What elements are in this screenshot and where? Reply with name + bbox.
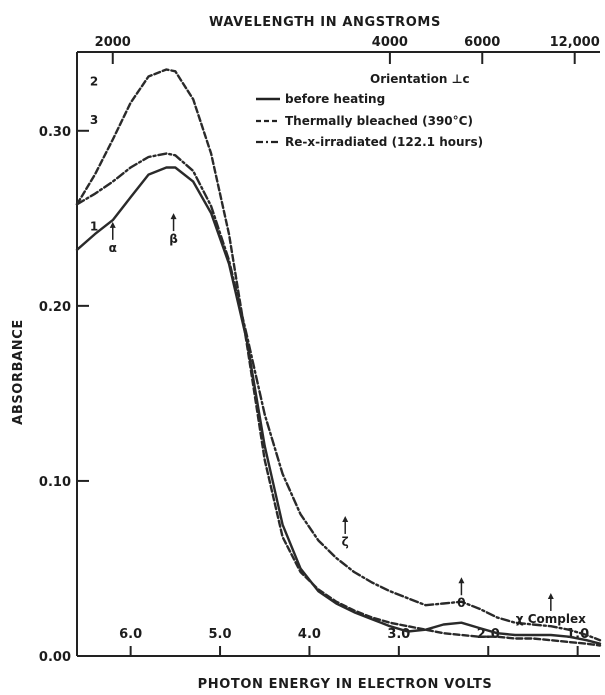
annotation-label-2: ζ <box>342 535 349 549</box>
annotation-arrowhead-0 <box>109 221 116 228</box>
curve-label-1: 1 <box>90 220 98 234</box>
series-line-1 <box>75 166 602 645</box>
annotation-label-1: β <box>169 232 178 246</box>
annotation-label-4: χ Complex <box>516 612 586 626</box>
curve-label-3: 3 <box>90 113 98 127</box>
x-tick-label-0: 6.0 <box>119 627 142 642</box>
top-tick-label-1: 4000 <box>372 35 408 50</box>
y-tick-label-1: 0.10 <box>39 475 71 490</box>
annotation-label-3: θ <box>457 596 465 610</box>
annotation-arrowhead-4 <box>547 592 554 599</box>
top-axis-title: WAVELENGTH IN ANGSTROMS <box>209 15 441 30</box>
legend-entry-before-heating: before heating <box>285 92 385 106</box>
top-tick-label-3: 12,000 <box>550 35 600 50</box>
top-tick-label-2: 6000 <box>464 35 500 50</box>
annotation-arrowhead-1 <box>170 213 177 220</box>
y-axis-title: ABSORBANCE <box>11 319 26 425</box>
x-tick-label-2: 4.0 <box>298 627 321 642</box>
series-line-2 <box>75 68 602 647</box>
x-axis-title: PHOTON ENERGY IN ELECTRON VOLTS <box>198 677 493 692</box>
x-tick-label-1: 5.0 <box>209 627 232 642</box>
label-group: 1 2 3 α β ζ θ χ Complex <box>90 74 586 626</box>
curve-group <box>75 68 602 647</box>
legend: Orientation ⊥c before heating Thermally … <box>256 72 483 149</box>
y-tick-label-0: 0.00 <box>39 650 71 665</box>
annotation-arrowhead-2 <box>342 515 349 522</box>
x-tick-label-4: 2.0 <box>477 627 500 642</box>
top-tick-label-0: 2000 <box>95 35 131 50</box>
y-tick-label-3: 0.30 <box>39 125 71 140</box>
legend-entry-thermally-bleached: Thermally bleached (390°C) <box>285 114 473 128</box>
y-tick-label-2: 0.20 <box>39 300 71 315</box>
legend-entry-re-x-irradiated: Re-x-irradiated (122.1 hours) <box>285 135 483 149</box>
annotation-arrowhead-3 <box>458 577 465 584</box>
series-line-3 <box>75 152 602 642</box>
curve-label-2: 2 <box>90 74 98 88</box>
annotation-label-0: α <box>109 241 117 255</box>
legend-title: Orientation ⊥c <box>370 72 470 86</box>
